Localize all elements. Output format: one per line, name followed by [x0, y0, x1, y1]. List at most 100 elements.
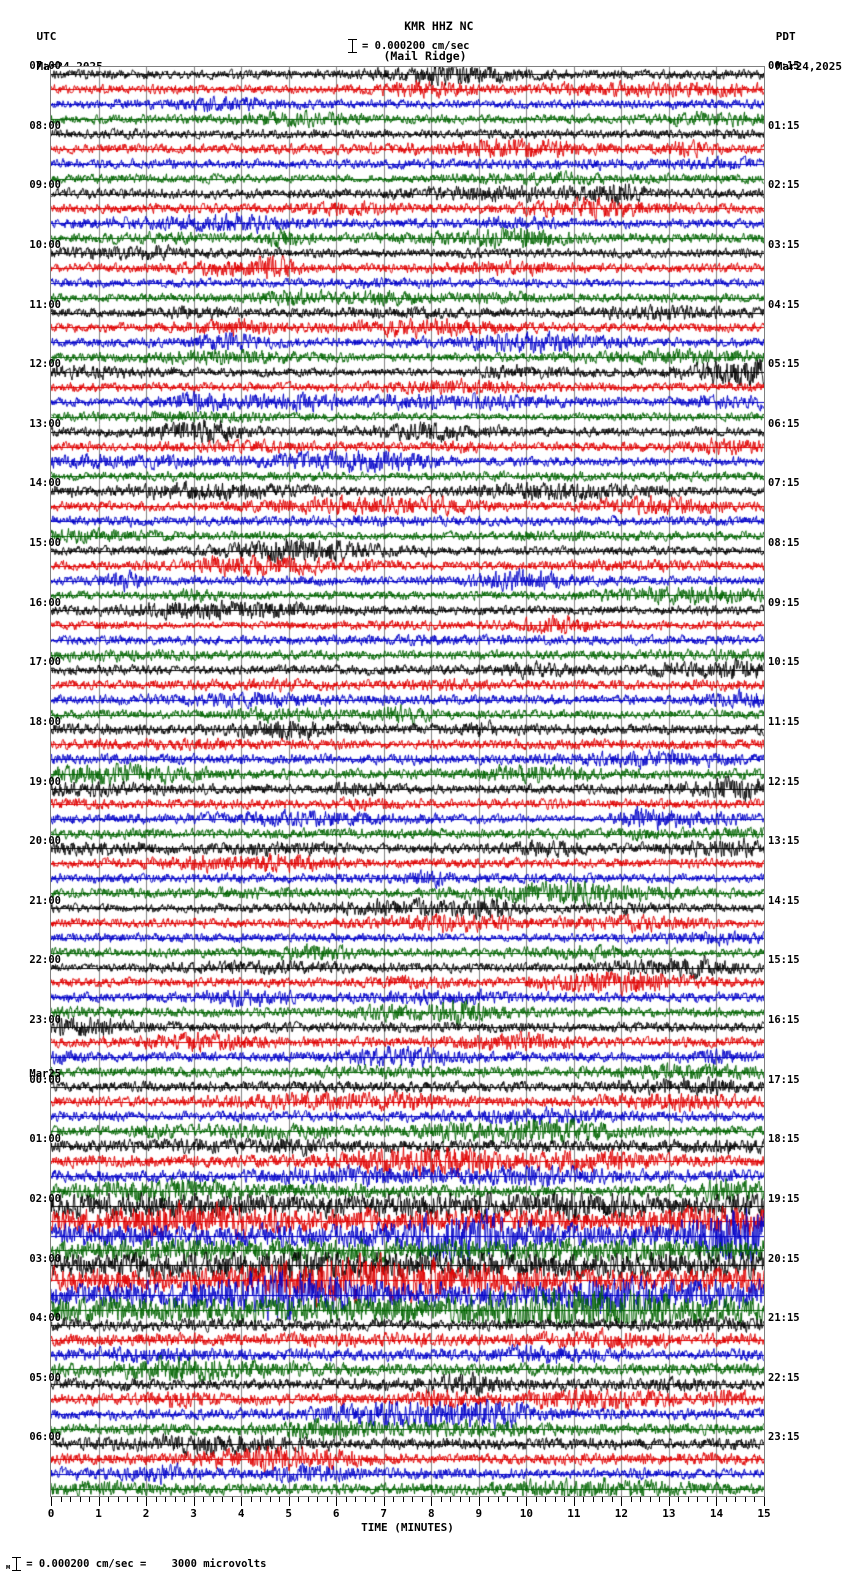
- pdt-hour-label: 10:15: [768, 656, 800, 669]
- utc-hour-label: 16:00: [29, 596, 61, 609]
- axis-tick-major: [98, 1497, 100, 1506]
- axis-tick-minor: [374, 1497, 376, 1502]
- pdt-hour-label: 09:15: [768, 596, 800, 609]
- scale-bar-icon: [348, 39, 357, 53]
- utc-hour-label: 06:00: [29, 1431, 61, 1444]
- axis-tick-minor: [659, 1497, 661, 1502]
- axis-tick-major: [431, 1497, 433, 1506]
- utc-hour-label: 02:00: [29, 1192, 61, 1205]
- axis-tick-label: 0: [47, 1507, 55, 1520]
- axis-tick-minor: [260, 1497, 262, 1502]
- axis-tick-minor: [744, 1497, 746, 1502]
- axis-tick-major: [621, 1497, 623, 1506]
- seismogram-plot[interactable]: [50, 66, 765, 1497]
- time-axis: 0 1 2 3 4 5 6 7 8 9 10 11 12 13 14 15: [47, 1497, 771, 1537]
- axis-tick-major: [288, 1497, 290, 1506]
- utc-hour-label: 19:00: [29, 775, 61, 788]
- pdt-hour-label: 15:15: [768, 954, 800, 967]
- axis-tick-minor: [687, 1497, 689, 1502]
- axis-tick-major: [193, 1497, 195, 1506]
- pdt-hour-label: 14:15: [768, 894, 800, 907]
- utc-hour-label: 04:00: [29, 1312, 61, 1325]
- utc-hour-label: 20:00: [29, 835, 61, 848]
- utc-hour-label: 01:00: [29, 1133, 61, 1146]
- utc-hour-label: 14:00: [29, 477, 61, 490]
- axis-tick-minor: [117, 1497, 119, 1502]
- utc-hour-label: 11:00: [29, 298, 61, 311]
- pdt-hour-label: 05:15: [768, 358, 800, 371]
- axis-tick-minor: [174, 1497, 176, 1502]
- pdt-hour-label: 02:15: [768, 179, 800, 192]
- utc-hour-label: 17:00: [29, 656, 61, 669]
- axis-tick-label: 12: [614, 1507, 629, 1520]
- axis-tick-label: 10: [519, 1507, 533, 1520]
- pdt-label: PDT: [775, 30, 796, 43]
- axis-tick-major: [383, 1497, 385, 1506]
- axis-tick-label: 3: [190, 1507, 197, 1520]
- axis-tick-major: [764, 1497, 765, 1506]
- pdt-hour-label: 03:15: [768, 238, 800, 251]
- axis-tick-minor: [364, 1497, 366, 1502]
- pdt-hour-label: 23:15: [768, 1431, 800, 1444]
- station-channel-title: KMR HHZ NC: [404, 19, 474, 33]
- pdt-hour-label: 06:15: [768, 417, 800, 430]
- axis-tick-minor: [317, 1497, 319, 1502]
- utc-hour-label: 09:00: [29, 179, 61, 192]
- axis-tick-label: 15: [757, 1507, 771, 1520]
- scale-legend: = 0.000200 cm/sec: [348, 38, 469, 54]
- axis-tick-minor: [678, 1497, 680, 1502]
- footer-marker-label: м: [6, 1563, 11, 1571]
- axis-tick-minor: [640, 1497, 642, 1502]
- axis-tick-minor: [203, 1497, 205, 1502]
- pdt-hour-label: 13:15: [768, 835, 800, 848]
- axis-tick-minor: [70, 1497, 71, 1502]
- utc-hour-label: 18:00: [29, 715, 61, 728]
- axis-tick-minor: [516, 1497, 518, 1502]
- axis-tick-label: 5: [285, 1507, 292, 1520]
- axis-tick-major: [478, 1497, 480, 1506]
- waveform-canvas: [51, 67, 764, 1496]
- axis-tick-minor: [279, 1497, 281, 1502]
- axis-tick-minor: [735, 1497, 737, 1502]
- axis-tick-major: [716, 1497, 718, 1506]
- utc-hour-label: 05:00: [29, 1371, 61, 1384]
- axis-tick-minor: [592, 1497, 594, 1502]
- pdt-hour-label: 18:15: [768, 1133, 800, 1146]
- pdt-hour-label: 22:15: [768, 1371, 800, 1384]
- axis-tick-label: 1: [95, 1507, 102, 1520]
- axis-tick-minor: [250, 1497, 252, 1502]
- pdt-hour-label: 00:15: [768, 60, 800, 72]
- axis-tick-minor: [326, 1497, 328, 1502]
- axis-tick-minor: [564, 1497, 566, 1502]
- axis-tick-label: 8: [427, 1507, 435, 1520]
- footer-scale-bar-icon: [12, 1557, 22, 1571]
- axis-tick-minor: [108, 1497, 110, 1502]
- axis-tick-minor: [231, 1497, 233, 1502]
- pdt-hour-label: 07:15: [768, 477, 800, 490]
- chart-title-block: KMR HHZ NC (Mail Ridge): [0, 4, 850, 94]
- axis-tick-minor: [440, 1497, 442, 1502]
- utc-hour-label: 03:00: [29, 1252, 61, 1265]
- axis-tick-minor: [393, 1497, 395, 1502]
- axis-tick-label: 14: [709, 1507, 724, 1520]
- utc-label: UTC: [36, 30, 57, 43]
- pdt-date: Mar24,2025: [775, 60, 842, 73]
- axis-tick-minor: [725, 1497, 727, 1502]
- utc-hour-label: 13:00: [29, 417, 61, 430]
- axis-tick-minor: [497, 1497, 499, 1502]
- axis-tick-minor: [307, 1497, 309, 1502]
- station-name-title: (Mail Ridge): [383, 49, 467, 63]
- axis-tick-major: [668, 1497, 670, 1506]
- axis-tick-minor: [488, 1497, 490, 1502]
- axis-tick-minor: [459, 1497, 461, 1502]
- axis-tick-minor: [345, 1497, 347, 1502]
- axis-tick-minor: [60, 1497, 62, 1502]
- axis-tick-minor: [697, 1497, 699, 1502]
- utc-hour-label: 00:00: [29, 1073, 61, 1086]
- pdt-hour-label: 20:15: [768, 1252, 800, 1265]
- axis-tick-major: [526, 1497, 528, 1506]
- pdt-timezone-block: PDT Mar24,2025: [749, 14, 842, 89]
- axis-tick-minor: [649, 1497, 651, 1502]
- pdt-hour-label: 04:15: [768, 298, 800, 311]
- axis-tick-minor: [79, 1497, 81, 1502]
